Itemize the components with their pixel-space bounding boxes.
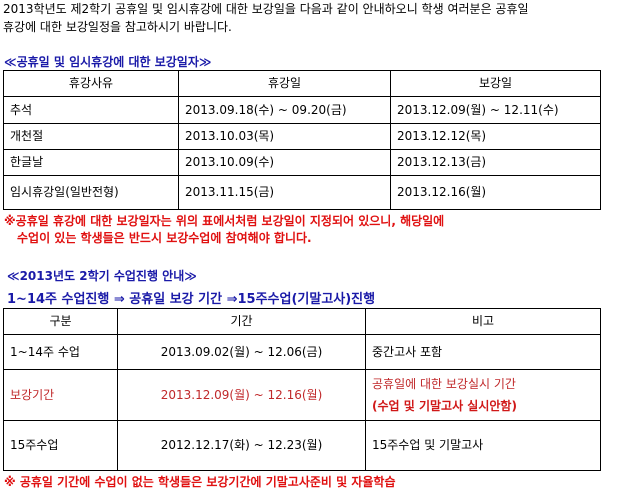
table-row: 개천절 2013.10.03(목) 2013.12.12(목): [3, 123, 601, 150]
cell: 한글날: [3, 149, 179, 176]
section2-note: ※ 공휴일 기간에 수업이 없는 학생들은 보강기간에 기말고사준비 및 자율학…: [4, 475, 396, 489]
cell: 2013.09.02(월) ~ 12.06(금): [117, 334, 366, 370]
cell-line: (수업 및 기말고사 실시안함): [372, 399, 517, 413]
section1-title: ≪공휴일 및 임시휴강에 대한 보강일자≫: [4, 55, 212, 69]
header-cell: 보강일: [390, 70, 601, 97]
header-cell: 비고: [365, 308, 601, 335]
cell: 2012.12.17(화) ~ 12.23(월): [117, 420, 366, 471]
table-row: 보강기간 2013.12.09(월) ~ 12.16(월) 공휴일에 대한 보강실시…: [3, 369, 601, 421]
cell: 개천절: [3, 123, 179, 150]
table-row: 임시휴강일(일반전형) 2013.11.15(금) 2013.12.16(월): [3, 175, 601, 210]
makeup-dates-table: 휴강사유 휴강일 보강일 추석 2013.09.18(수) ~ 09.20(금) 2…: [3, 70, 601, 210]
section1-note: ※공휴일 휴강에 대한 보강일자는 위의 표에서처럼 보강일이 지정되어 있으니…: [4, 213, 444, 247]
table-header: 휴강사유 휴강일 보강일: [3, 70, 601, 97]
cell: 2013.12.12(목): [390, 123, 601, 150]
table-row: 15주수업 2012.12.17(화) ~ 12.23(월) 15주수업 및 기말고…: [3, 420, 601, 471]
header-cell: 휴강사유: [3, 70, 179, 97]
cell: 1~14주 수업: [3, 334, 118, 370]
cell: 임시휴강일(일반전형): [3, 175, 179, 210]
intro-text: 2013학년도 제2학기 공휴일 및 임시휴강에 대한 보강일을 다음과 같이 …: [3, 0, 529, 36]
note-line: ※공휴일 휴강에 대한 보강일자는 위의 표에서처럼 보강일이 지정되어 있으니…: [4, 214, 445, 228]
header-cell: 구분: [3, 308, 118, 335]
table-row: 추석 2013.09.18(수) ~ 09.20(금) 2013.12.09(월) …: [3, 96, 601, 124]
section2-subtitle: 1~14주 수업진행 ⇒ 공휴일 보강 기간 ⇒15주수업(기말고사)진행: [7, 292, 376, 307]
cell: 2013.12.16(월): [390, 175, 601, 210]
cell: 2013.12.09(월) ~ 12.11(수): [390, 96, 601, 124]
table-row: 1~14주 수업 2013.09.02(월) ~ 12.06(금) 중간고사 포함: [3, 334, 601, 370]
cell: 15주수업 및 기말고사: [365, 420, 601, 471]
header-cell: 휴강일: [178, 70, 391, 97]
cell: 2013.11.15(금): [178, 175, 391, 210]
intro-line: 2013학년도 제2학기 공휴일 및 임시휴강에 대한 보강일을 다음과 같이 …: [3, 2, 529, 16]
cell: 2013.12.13(금): [390, 149, 601, 176]
cell: 2013.09.18(수) ~ 09.20(금): [178, 96, 391, 124]
cell-line: 공휴일에 대한 보강실시 기간: [372, 377, 516, 391]
table-row: 한글날 2013.10.09(수) 2013.12.13(금): [3, 149, 601, 176]
section2-title: ≪2013년도 2학기 수업진행 안내≫: [7, 269, 197, 283]
cell: 2013.12.09(월) ~ 12.16(월): [117, 369, 366, 421]
cell: 15주수업: [3, 420, 118, 471]
schedule-table: 구분 기간 비고 1~14주 수업 2013.09.02(월) ~ 12.06(금…: [3, 308, 601, 471]
intro-line: 휴강에 대한 보강일정을 참고하시기 바랍니다.: [3, 20, 232, 34]
table-header: 구분 기간 비고: [3, 308, 601, 335]
cell: 2013.10.03(목): [178, 123, 391, 150]
cell: 2013.10.09(수): [178, 149, 391, 176]
cell: 보강기간: [3, 369, 118, 421]
cell: 중간고사 포함: [365, 334, 601, 370]
header-cell: 기간: [117, 308, 366, 335]
note-line: 수업이 있는 학생들은 반드시 보강수업에 참여해야 합니다.: [17, 231, 312, 245]
cell: 추석: [3, 96, 179, 124]
